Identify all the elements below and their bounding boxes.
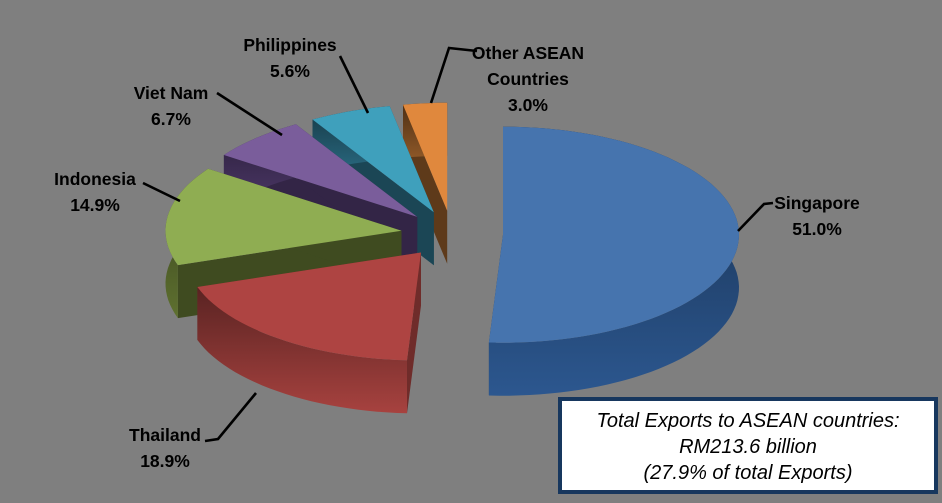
summary-textbox: Total Exports to ASEAN countries: RM213.… [558, 397, 938, 494]
pie-slice-indonesia-top [165, 168, 402, 266]
pie-slice-viet-nam-top [223, 124, 418, 217]
leader-line-other-asean-countries [429, 46, 478, 104]
pie-slice-thailand-top [197, 252, 421, 361]
pie-slice-singapore [488, 126, 739, 396]
leader-line-thailand [204, 392, 258, 443]
leader-line-indonesia [142, 181, 181, 203]
pie-slice-other-asean-countries-top [403, 102, 448, 211]
pie-slice-other-asean-countries [403, 102, 448, 264]
leader-line-viet-nam [216, 91, 283, 137]
summary-line-1: Total Exports to ASEAN countries: [596, 410, 900, 432]
pie-slice-thailand-rim [197, 287, 407, 414]
summary-line-2: RM213.6 billion [679, 436, 817, 458]
pie-slice-philippines-top [312, 106, 434, 213]
summary-line-3: (27.9% of total Exports) [643, 462, 853, 484]
leader-line-singapore [737, 201, 774, 232]
leader-line-philippines [338, 55, 370, 114]
pie-slice-singapore-top [488, 126, 739, 343]
pie-slice-thailand [197, 252, 421, 414]
